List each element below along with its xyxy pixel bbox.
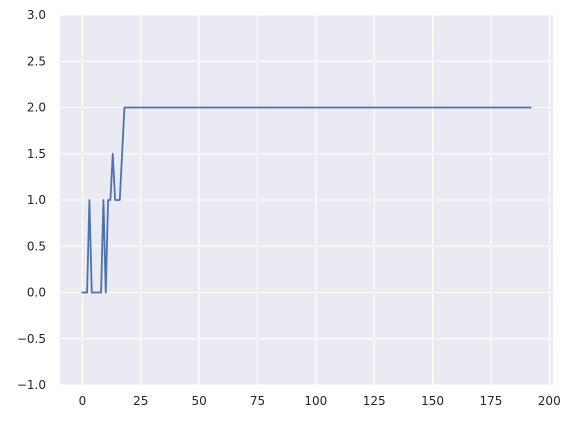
x-tick-label: 0 <box>79 394 87 408</box>
x-tick-label: 50 <box>191 394 206 408</box>
y-tick-label: 0.0 <box>27 286 46 300</box>
series-line <box>81 106 532 294</box>
y-tick-label: 1.0 <box>27 193 46 207</box>
x-tick-label: 100 <box>304 394 327 408</box>
x-tick-label: 200 <box>538 394 561 408</box>
y-tick-label: −0.5 <box>17 332 46 346</box>
y-tick-label: 1.5 <box>27 147 46 161</box>
x-tick-label: 25 <box>133 394 148 408</box>
y-tick-label: −1.0 <box>17 378 46 392</box>
y-tick-label: 2.5 <box>27 54 46 68</box>
y-tick-label: 3.0 <box>27 8 46 22</box>
x-tick-label: 150 <box>421 394 444 408</box>
y-tick-label: 2.0 <box>27 101 46 115</box>
x-tick-label: 75 <box>250 394 265 408</box>
x-tick-label: 175 <box>479 394 502 408</box>
x-tick-label: 125 <box>363 394 386 408</box>
y-tick-label: 0.5 <box>27 239 46 253</box>
